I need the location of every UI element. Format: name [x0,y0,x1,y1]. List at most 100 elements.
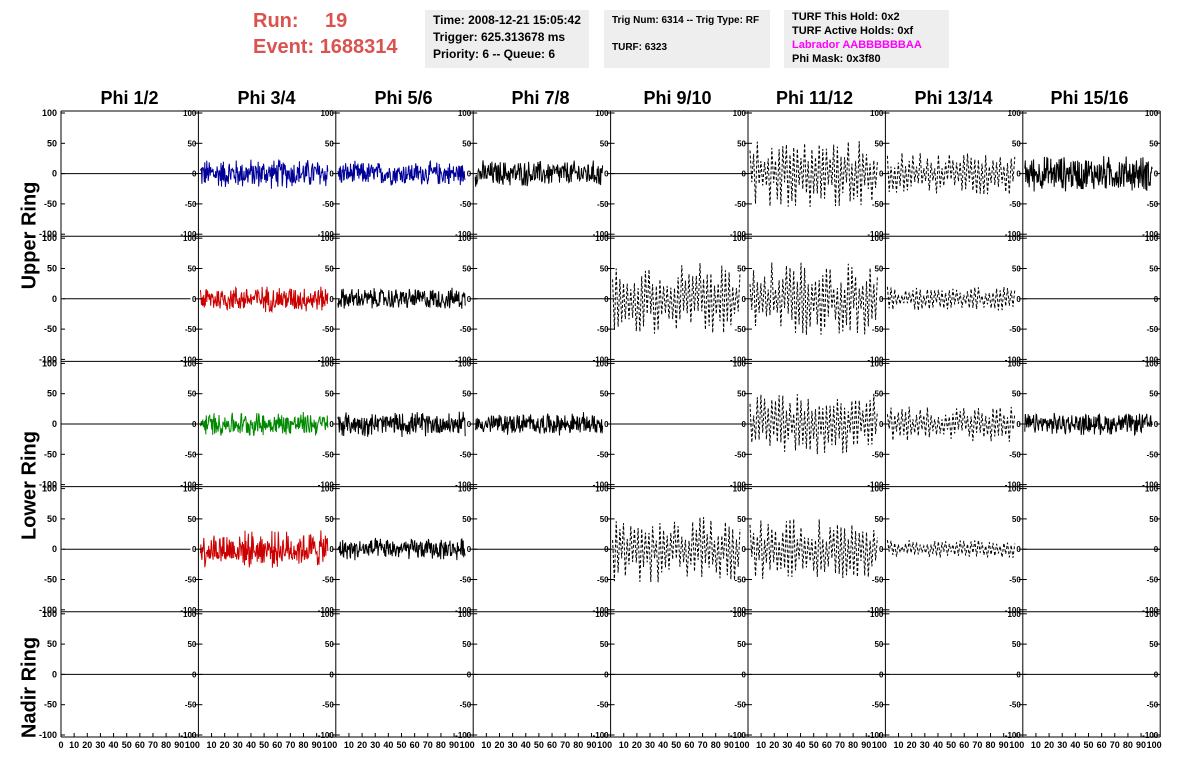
y-tick-label: -50 [460,200,472,209]
y-tick-label: -100 [867,355,884,364]
x-axis-label: 80 [1123,740,1133,750]
y-tick-label: -100 [180,481,197,490]
y-tick-label: 100 [458,610,472,619]
y-tick-label: -100 [593,731,610,740]
y-tick-label: 100 [1007,610,1021,619]
y-tick-label: -100 [867,606,884,615]
y-tick-label: 50 [325,390,334,399]
y-tick-label: 100 [458,234,472,243]
panel-r3-c3: 100 50 0 -50 -100 [335,359,474,490]
panel-r1-c5: 100 50 0 -50 -100 [610,109,748,239]
x-axis-label: 60 [1097,740,1107,750]
x-axis-label: 90 [449,740,459,750]
trig-info-box: Trig Num: 6314 -- Trig Type: RF TURF: 63… [604,10,770,68]
x-axis-label: 20 [220,740,230,750]
y-tick-label: 100 [1007,359,1021,368]
y-tick-label: -100 [1005,355,1022,364]
panel-r5-c1: 100 50 0 -50 -100 [61,610,199,740]
x-axis-label: 50 [809,740,819,750]
x-axis-label: 30 [508,740,518,750]
y-tick-label: 0 [1154,295,1159,304]
y-tick-label: 50 [874,265,883,274]
y-tick-label: -100 [1142,230,1159,239]
panel-r1-c3: 100 50 0 -50 -100 [335,109,474,239]
x-axis-label: 0 [58,740,63,750]
y-axis-label: 50 [47,389,57,399]
run-value: 19 [325,10,348,32]
x-axis-label: 10 [344,740,354,750]
y-tick-label: -50 [322,450,334,459]
x-axis-label: 60 [822,740,832,750]
y-tick-label: -100 [730,355,747,364]
waveform-trace [886,286,1016,311]
x-axis-label: 100 [322,740,337,750]
y-tick-label: -50 [1147,701,1159,710]
y-tick-label: 50 [600,139,609,148]
panel-r4-c1: 100 50 0 -50 -100 [61,485,199,615]
time-info-box: Time: 2008-12-21 15:05:42 Trigger: 625.3… [425,10,589,68]
y-tick-label: -50 [185,200,197,209]
y-tick-label: 100 [183,485,197,494]
y-tick-label: -50 [872,200,884,209]
y-tick-label: 0 [467,670,472,679]
x-axis-label: 70 [972,740,982,750]
y-tick-label: 50 [462,390,471,399]
x-axis-label: 10 [481,740,491,750]
panel-r4-c5: 100 50 0 -50 -100 [610,485,748,615]
y-tick-label: 0 [1154,420,1159,429]
y-tick-label: -50 [597,200,609,209]
x-axis-label: 10 [69,740,79,750]
panel-r3-c1: 100 50 0 -50 -100 [61,359,199,490]
x-axis-label: 90 [724,740,734,750]
y-tick-label: 50 [325,515,334,524]
y-tick-label: -100 [318,230,335,239]
y-tick-label: 100 [320,109,334,118]
x-axis-label: 30 [233,740,243,750]
x-axis-label: 90 [586,740,596,750]
y-axis-label: 0 [52,544,57,554]
y-axis-label: -100 [39,229,57,239]
y-tick-label: 0 [1016,420,1021,429]
x-axis-label: 20 [632,740,642,750]
y-tick-label: 0 [192,670,197,679]
y-tick-label: 0 [1154,545,1159,554]
y-tick-label: -100 [593,230,610,239]
y-tick-label: -50 [597,576,609,585]
y-tick-label: -50 [597,450,609,459]
panel-r4-c2: 100 50 0 -50 -100 [198,485,336,615]
y-tick-label: -100 [455,355,472,364]
y-tick-label: 50 [874,390,883,399]
panel-r1-c2: 100 50 0 -50 -100 [198,109,336,239]
y-tick-label: 0 [879,545,884,554]
y-tick-label: 100 [320,485,334,494]
panel-r3-c6: 100 50 0 -50 -100 [748,359,886,490]
turf-text: TURF: 6323 [612,42,668,53]
waveform-trace [337,411,466,438]
x-axis-label: 20 [907,740,917,750]
x-axis-label: 70 [560,740,570,750]
x-axis-label: 10 [756,740,766,750]
y-tick-label: 100 [595,485,609,494]
y-tick-label: -100 [730,230,747,239]
y-tick-label: 100 [733,359,747,368]
y-tick-label: 100 [733,610,747,619]
column-title-phi-5-6: Phi 5/6 [374,88,433,108]
y-tick-label: 50 [187,265,196,274]
y-tick-label: 0 [1154,670,1159,679]
y-tick-label: -100 [1005,606,1022,615]
y-tick-label: -100 [1142,481,1159,490]
waveform-trace [886,406,1016,442]
y-tick-label: 0 [1154,170,1159,179]
y-tick-label: 50 [1149,390,1158,399]
waveform-trace [199,159,329,189]
y-tick-label: 50 [187,139,196,148]
column-title-phi-1-2: Phi 1/2 [100,88,159,108]
y-tick-label: 50 [187,640,196,649]
y-tick-label: -50 [1009,576,1021,585]
y-tick-label: 50 [1149,139,1158,148]
y-tick-label: 50 [325,139,334,148]
column-title-phi-3-4: Phi 3/4 [237,88,296,108]
y-tick-label: -50 [460,325,472,334]
x-axis-label: 20 [1044,740,1054,750]
y-axis-label: -50 [44,575,57,585]
